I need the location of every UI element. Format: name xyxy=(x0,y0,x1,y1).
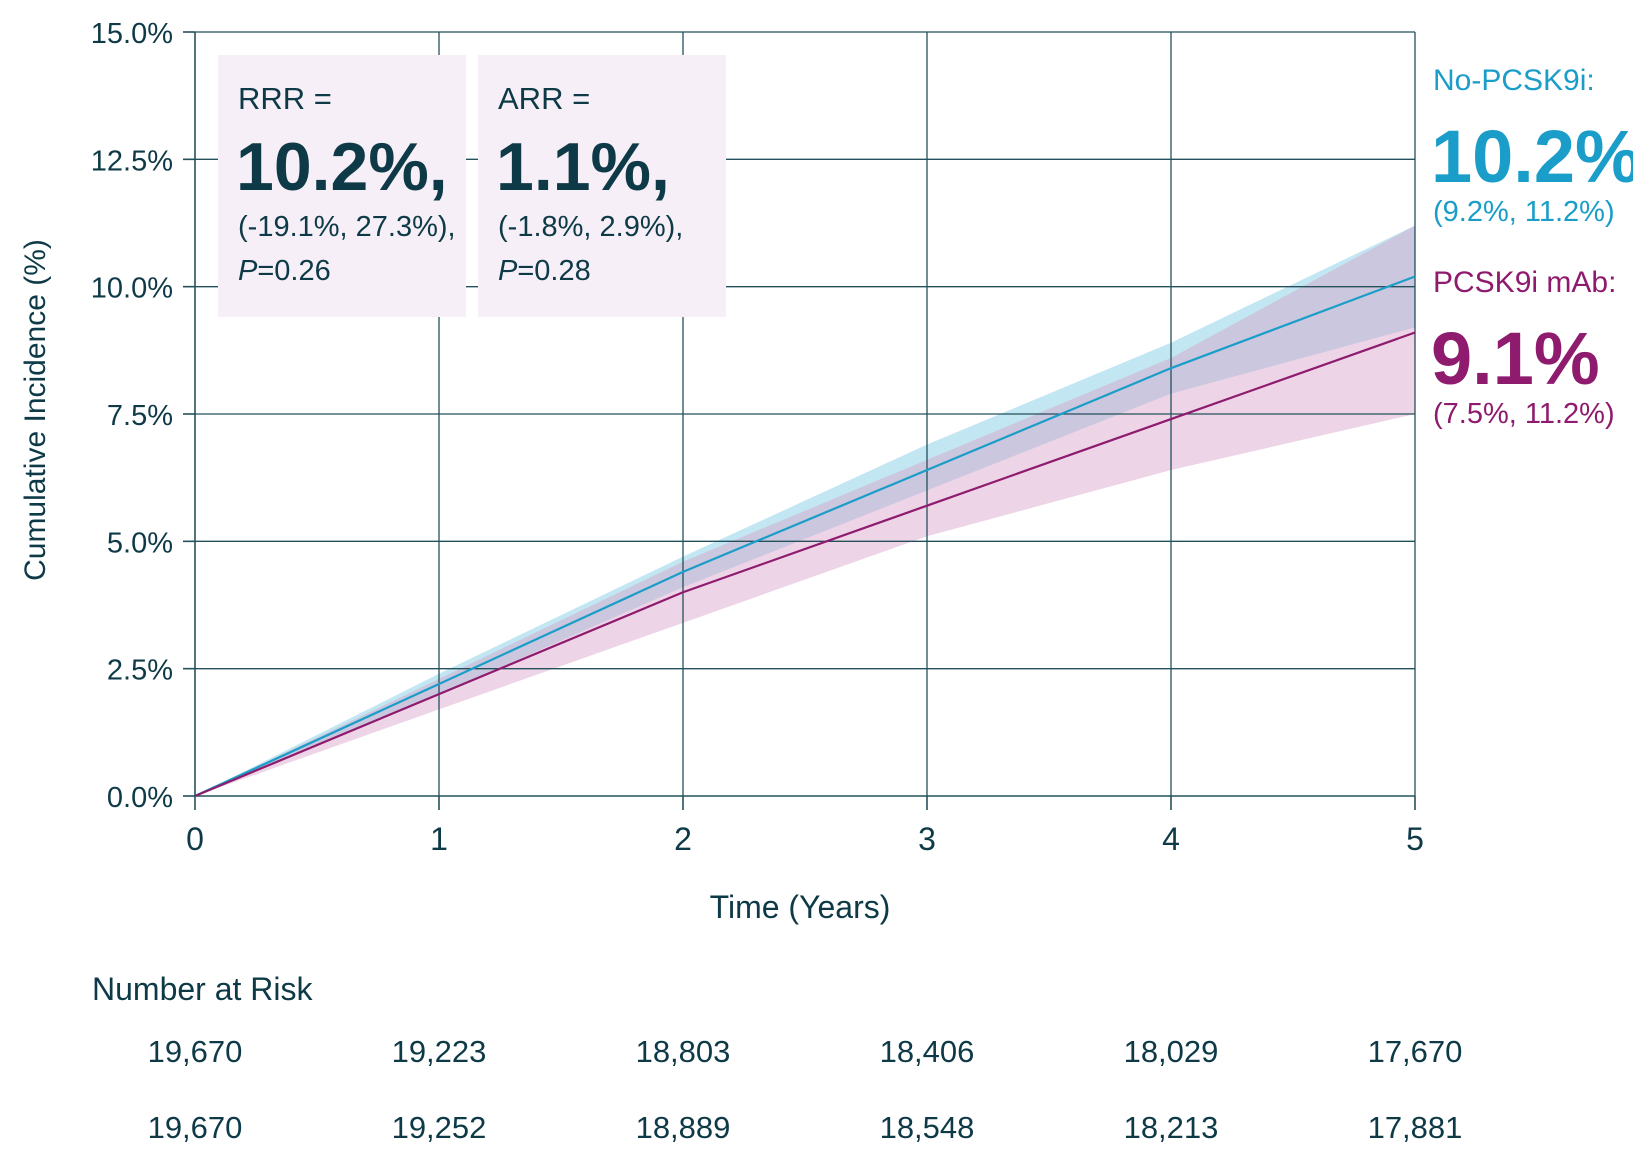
risk-table-cell: 18,803 xyxy=(636,1034,731,1069)
y-tick-label: 2.5% xyxy=(107,655,173,687)
x-tick-label: 3 xyxy=(918,821,936,857)
stat-box-label: RRR = xyxy=(238,81,332,116)
x-tick-label: 1 xyxy=(430,821,448,857)
risk-table-cell: 19,252 xyxy=(392,1110,487,1145)
ci-band-0 xyxy=(195,225,1415,797)
confidence-bands xyxy=(195,225,1415,797)
end-label-name: No-PCSK9i: xyxy=(1433,64,1595,97)
risk-table-cell: 18,029 xyxy=(1124,1034,1219,1069)
x-tick-label: 5 xyxy=(1406,821,1424,857)
stat-box: RRR = 10.2%, (-19.1%, 27.3%), P=0.26 xyxy=(218,55,466,317)
risk-table-cell: 19,670 xyxy=(148,1110,243,1145)
stat-box-background xyxy=(478,55,726,317)
stat-boxes: RRR = 10.2%, (-19.1%, 27.3%), P=0.26 ARR = 1.… xyxy=(218,55,726,317)
risk-table-cell: 18,548 xyxy=(880,1110,975,1145)
y-tick-label: 5.0% xyxy=(107,527,173,559)
x-tick-labels: 0 1 2 3 4 5 xyxy=(186,821,1424,857)
end-label-value: 10.2% xyxy=(1431,115,1633,198)
stat-box-value: 10.2%, xyxy=(236,129,448,205)
series-line-0 xyxy=(194,275,1416,797)
series-line-1 xyxy=(194,331,1416,798)
y-tick-label: 12.5% xyxy=(91,145,173,177)
ci-band-1 xyxy=(195,225,1415,797)
risk-table-cell: 18,406 xyxy=(880,1034,975,1069)
number-at-risk-table: 19,670 19,223 18,803 18,406 18,029 17,670 19,6… xyxy=(148,1034,1463,1145)
series-end-labels: No-PCSK9i: 10.2%(9.2%, 11.2%) PCSK9i mAb: 9… xyxy=(1431,64,1633,430)
risk-table-cell: 17,670 xyxy=(1368,1034,1463,1069)
y-axis-label: Cumulative Incidence (%) xyxy=(19,239,52,581)
risk-table-cell: 17,881 xyxy=(1368,1110,1463,1145)
stat-box-ci: (-1.8%, 2.9%), xyxy=(498,211,683,243)
end-label-value: 9.1% xyxy=(1431,317,1600,400)
stat-box: ARR = 1.1%, (-1.8%, 2.9%), P=0.28 xyxy=(478,55,726,317)
y-tick-label: 0.0% xyxy=(107,782,173,814)
x-tick-label: 0 xyxy=(186,821,204,857)
risk-table-cell: 18,213 xyxy=(1124,1110,1219,1145)
risk-table-cell: 19,670 xyxy=(148,1034,243,1069)
stat-box-background xyxy=(218,55,466,317)
risk-table-cell: 19,223 xyxy=(392,1034,487,1069)
stat-box-p-value: P=0.26 xyxy=(238,255,331,287)
stat-box-ci: (-19.1%, 27.3%), xyxy=(238,211,456,243)
series-lines xyxy=(194,275,1416,798)
stat-box-label: ARR = xyxy=(498,81,590,116)
stat-box-p-value: P=0.28 xyxy=(498,255,591,287)
y-tick-label: 15.0% xyxy=(91,18,173,50)
x-tick-label: 4 xyxy=(1162,821,1180,857)
end-label-name: PCSK9i mAb: xyxy=(1433,266,1616,299)
y-tick-label: 7.5% xyxy=(107,400,173,432)
axes xyxy=(183,31,1416,810)
end-label-ci: (7.5%, 11.2%) xyxy=(1433,398,1615,430)
risk-table-cell: 18,889 xyxy=(636,1110,731,1145)
y-tick-label: 10.0% xyxy=(91,273,173,305)
x-tick-label: 2 xyxy=(674,821,692,857)
stat-box-value: 1.1%, xyxy=(496,129,670,205)
risk-table-title: Number at Risk xyxy=(92,971,314,1007)
x-axis-label: Time (Years) xyxy=(710,889,891,925)
end-label-ci: (9.2%, 11.2%) xyxy=(1433,196,1615,228)
y-tick-labels: 0.0% 2.5% 5.0% 7.5% 10.0% 12.5% 15.0% xyxy=(91,18,173,814)
